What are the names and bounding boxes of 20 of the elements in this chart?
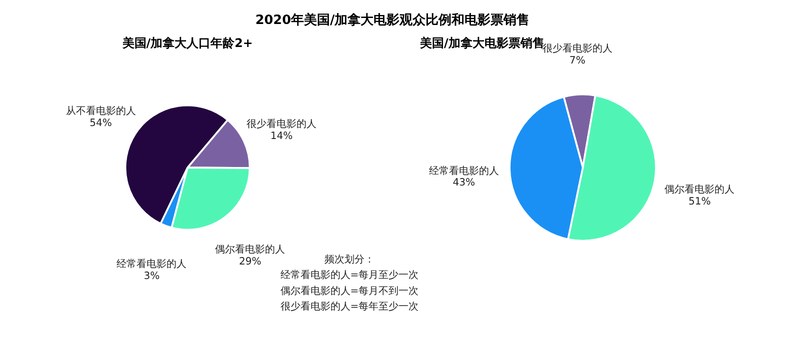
chart-subtitle: 美国/加拿大人口年龄2+ (121, 36, 253, 50)
slice-label: 偶尔看电影的人 (664, 183, 735, 196)
slice-label: 经常看电影的人 (428, 164, 499, 177)
data-label: 7% (569, 55, 586, 66)
text: 2020年美国/加拿大电影观众比例和电影票销售 (255, 12, 530, 28)
text: 很少看电影的人=每年至少一次 (280, 300, 419, 312)
data-label: 14% (270, 130, 293, 142)
slice-label: 经常看电影的人 (116, 258, 187, 270)
data-label: 3% (144, 271, 160, 282)
slice-label: 偶尔看电影的人 (215, 244, 286, 256)
text: 经常看电影的人=每月至少一次 (280, 269, 419, 282)
data-label: 54% (90, 118, 112, 130)
slice-label: 很少看电影的人 (246, 118, 316, 130)
data-label: 29% (239, 256, 262, 268)
slice-label: 很少看电影的人 (542, 42, 612, 54)
text: 偶尔看电影的人=每月不到一次 (280, 284, 419, 297)
slice-label: 从不看电影的人 (66, 105, 136, 118)
data-label: 43% (452, 178, 476, 189)
data-label: 51% (688, 196, 711, 208)
text: 频次划分： (324, 254, 374, 266)
